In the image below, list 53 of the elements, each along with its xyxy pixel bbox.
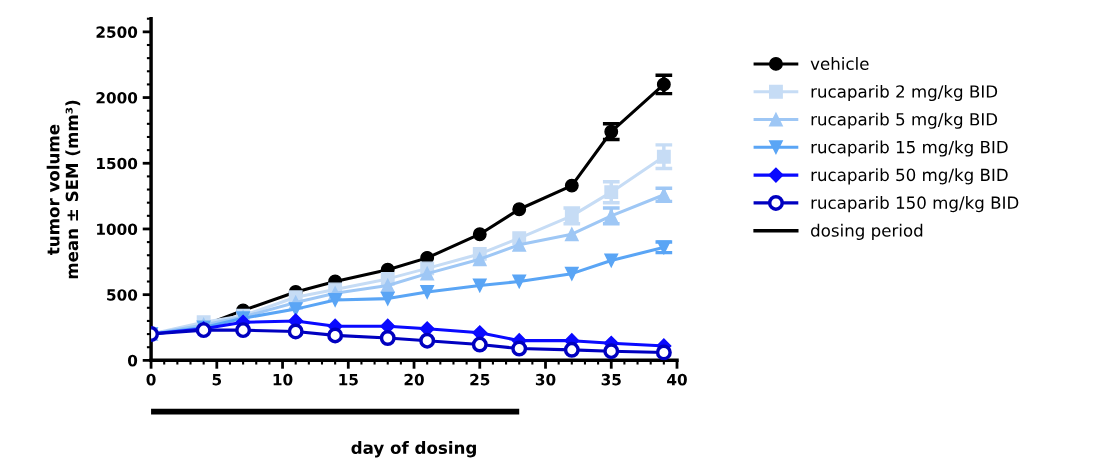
y-tick-label: 500 <box>107 289 138 301</box>
point <box>564 178 579 193</box>
point <box>656 77 671 92</box>
point <box>419 332 436 349</box>
legend-label: rucaparib 15 mg/kg BID <box>811 140 1008 157</box>
x-tick-label: 40 <box>667 373 687 386</box>
point <box>564 266 579 281</box>
y-tick-label: 1500 <box>97 157 138 170</box>
y-tick-label: 2500 <box>96 26 138 38</box>
x-tick-label: 10 <box>273 373 293 386</box>
point <box>656 149 671 164</box>
point <box>655 344 672 361</box>
point <box>380 278 395 293</box>
point <box>603 343 620 360</box>
point <box>420 266 435 281</box>
x-axis-title: day of dosing <box>351 441 476 458</box>
y-axis-title: tumor volume mean ± SEM (mm³) <box>46 100 81 279</box>
point <box>380 291 395 306</box>
x-tick-label: 0 <box>146 373 156 386</box>
point <box>288 302 303 317</box>
x-tick-label: 30 <box>535 373 556 386</box>
point <box>511 340 528 357</box>
point <box>327 327 344 344</box>
point <box>472 252 487 267</box>
point <box>287 323 304 340</box>
point <box>604 185 619 200</box>
point <box>235 322 252 339</box>
point <box>564 227 579 242</box>
point <box>604 253 619 268</box>
legend-label: rucaparib 5 mg/kg BID <box>811 112 998 129</box>
point <box>512 202 527 217</box>
point <box>472 227 487 242</box>
point <box>379 330 396 347</box>
x-tick-label: 25 <box>470 373 490 386</box>
x-tick-label: 20 <box>404 373 424 386</box>
point <box>512 274 527 289</box>
y-tick-label: 0 <box>127 354 138 367</box>
point <box>420 285 435 299</box>
point <box>512 237 527 252</box>
x-tick-label: 15 <box>339 374 358 386</box>
legend-label: rucaparib 2 mg/kg BID <box>811 84 998 102</box>
point <box>472 278 487 293</box>
y-tick-label: 1000 <box>97 223 138 235</box>
x-tick-label: 5 <box>212 374 222 386</box>
point <box>563 341 580 358</box>
legend-label: rucaparib 150 mg/kg BID <box>811 196 1019 213</box>
legend-label: rucaparib 50 mg/kg BID <box>811 168 1008 185</box>
text: dosing period <box>811 223 923 240</box>
x-tick-label: 35 <box>601 373 621 386</box>
y-tick-label: 2000 <box>96 92 138 104</box>
legend-label: vehicle <box>810 57 869 70</box>
point <box>471 336 488 353</box>
point <box>328 292 343 307</box>
